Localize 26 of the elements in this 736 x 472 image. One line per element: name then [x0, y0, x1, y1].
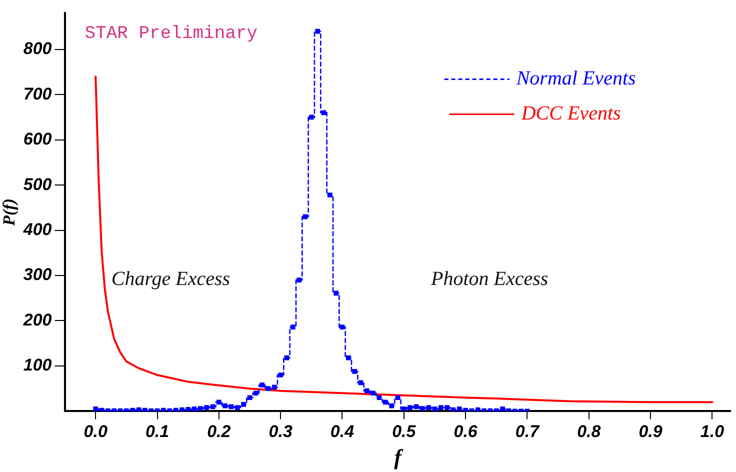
y-axis-title: P(f) [0, 198, 19, 227]
x-tick-label: 0.3 [268, 422, 293, 442]
y-tick-label: 500 [23, 174, 52, 194]
x-tick-label: 0.5 [392, 422, 416, 442]
x-tick-label: 0.9 [638, 422, 663, 442]
x-tick-label: 0.7 [515, 422, 541, 442]
y-tick-label: 100 [23, 356, 52, 375]
y-tick-label: 700 [23, 84, 52, 104]
x-tick-label: 0.8 [577, 422, 602, 442]
legend-label: DCC Events [520, 102, 621, 124]
annotation: Charge Excess [111, 268, 230, 290]
y-tick-label: 400 [22, 220, 52, 239]
y-tick-label: 800 [23, 39, 52, 58]
annotation: STAR Preliminary [84, 24, 258, 44]
x-tick-label: 0.1 [145, 422, 170, 442]
annotation: Photon Excess [430, 268, 548, 290]
legend-label: Normal Events [515, 67, 636, 90]
y-tick-label: 600 [23, 130, 52, 149]
x-tick-label: 0.2 [207, 422, 232, 442]
y-tick-label: 200 [22, 310, 52, 330]
x-tick-label: 0.4 [330, 422, 355, 442]
x-tick-label: 1.0 [700, 422, 725, 442]
x-tick-label: 0.6 [454, 422, 478, 442]
x-tick-label: 0.0 [84, 422, 108, 442]
y-tick-label: 300 [23, 265, 52, 284]
x-axis-title: f [394, 444, 404, 470]
